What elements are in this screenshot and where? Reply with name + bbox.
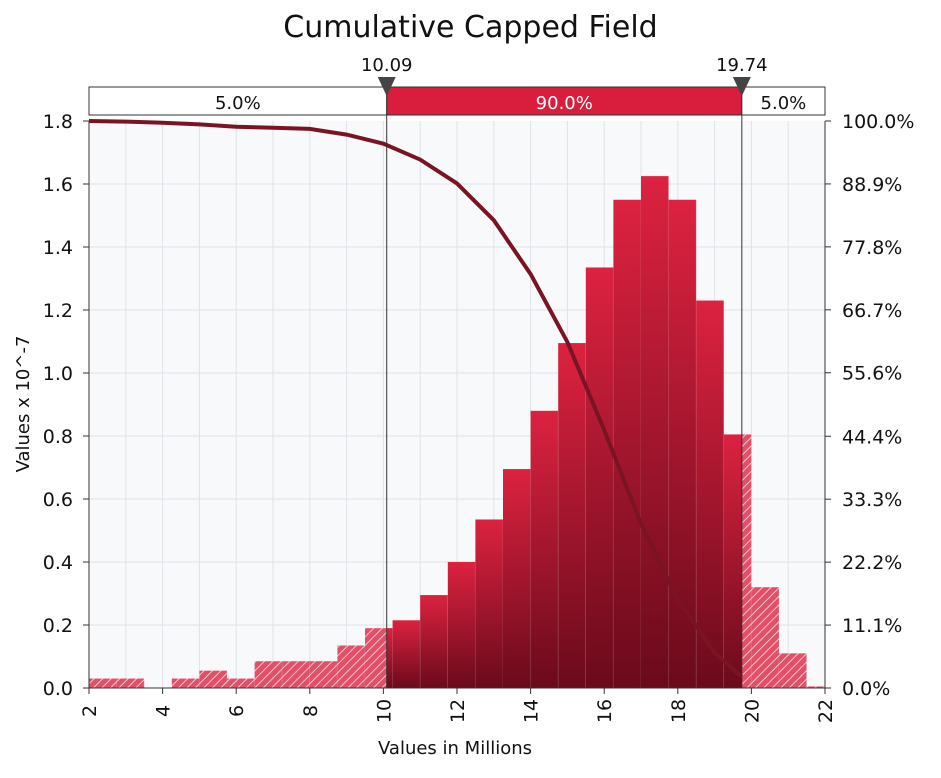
histogram-bar [585,267,614,688]
x-tick-label: 14 [521,699,543,723]
y2-tick-label: 88.9% [842,174,902,196]
y-tick-label: 0.0 [43,678,73,700]
x-tick-label: 10 [373,699,395,723]
marker-lines [386,87,743,688]
y-tick-label: 1.8 [43,111,73,133]
histogram-bar [386,628,393,688]
chart-title: Cumulative Capped Field [283,10,658,45]
y-tick-label: 1.4 [43,237,73,259]
histogram-bar [668,199,697,688]
x-tick-label: 18 [668,699,690,723]
x-tick-label: 12 [447,699,469,723]
histogram-bar [723,434,742,688]
histogram-bar [641,176,669,688]
y-axis-ticks: 0.0 0.2 0.4 0.6 0.8 1.0 1.2 1.4 1.6 1.8 [43,111,89,700]
y2-tick-label: 55.6% [842,363,902,385]
markers: 10.09 19.74 [361,55,768,96]
x-tick-label: 20 [741,699,763,723]
histogram-bar [779,653,807,688]
marker-left-value: 10.09 [361,55,413,76]
y2-axis-ticks: 0.0% 11.1% 22.2% 33.3% 44.4% 55.6% 66.7% 77.8% 8… [825,111,914,700]
histogram-bar [741,434,752,688]
y-tick-label: 1.6 [43,174,73,196]
histogram-bar [171,678,200,688]
histogram-bar [420,595,448,688]
marker-right-handle[interactable] [732,77,751,96]
x-tick-label: 22 [815,699,837,723]
x-tick-label: 16 [594,699,616,723]
y-tick-label: 0.2 [43,615,73,637]
y2-tick-label: 66.7% [842,300,902,322]
y2-tick-label: 33.3% [842,489,902,511]
band-right-label: 5.0% [761,93,807,114]
y-tick-label: 0.4 [43,552,73,574]
histogram-bar [337,645,365,688]
x-axis-label: Values in Millions [378,738,532,759]
band-middle-label: 90.0% [536,93,593,114]
histogram-bar [309,661,338,688]
y-tick-label: 1.0 [43,363,73,385]
y-tick-label: 0.8 [43,426,73,448]
x-tick-label: 6 [226,705,248,717]
band-left [88,86,388,116]
y2-tick-label: 0.0% [842,678,890,700]
band-left-label: 5.0% [215,93,261,114]
x-tick-label: 4 [153,705,175,717]
histogram-bar [254,661,283,688]
histogram-bar [475,519,503,688]
x-tick-label: 2 [79,705,101,717]
y2-tick-label: 77.8% [842,237,902,259]
histogram-bar [365,628,387,688]
y2-tick-label: 100.0% [842,111,914,133]
histogram-bar [116,678,145,688]
histogram-bar [227,678,255,688]
y2-tick-label: 44.4% [842,426,902,448]
y2-tick-label: 11.1% [842,615,902,637]
histogram-bar [199,670,227,688]
histogram-bars [89,176,826,688]
histogram-bar [613,199,641,688]
histogram-bar [806,686,825,688]
histogram-bar [447,562,476,688]
band-right [741,86,826,116]
percent-band: 5.0% 90.0% 5.0% [88,86,826,116]
y2-tick-label: 22.2% [842,552,902,574]
y-axis-label: Values x 10^-7 [13,336,34,473]
x-tick-label: 8 [300,705,322,717]
histogram-bar [751,587,779,688]
marker-right-value: 19.74 [716,55,768,76]
histogram-bar [89,678,117,688]
marker-left-handle[interactable] [377,77,396,96]
x-axis-ticks: 2 4 6 8 10 12 14 16 18 20 22 [79,688,837,723]
histogram-bar [503,469,531,688]
histogram-bar [282,661,310,688]
histogram-bar [558,343,586,688]
histogram-bar [696,300,724,688]
histogram-bar [530,410,559,688]
y-tick-label: 0.6 [43,489,73,511]
cumulative-curve [88,119,744,679]
y-tick-label: 1.2 [43,300,73,322]
histogram-bar [392,620,421,688]
